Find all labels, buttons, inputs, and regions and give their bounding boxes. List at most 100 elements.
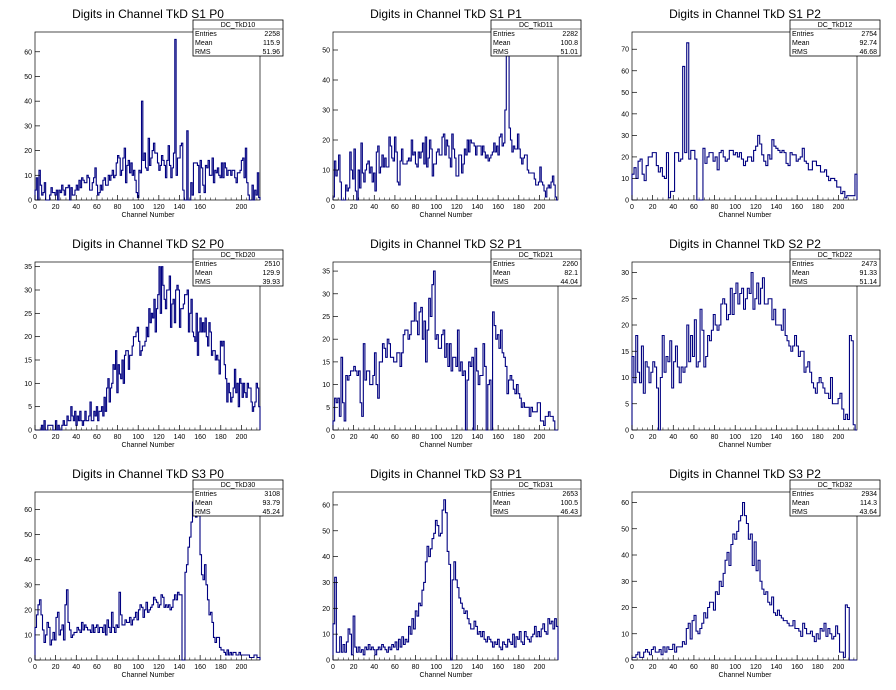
- chart-title: Digits in Channel TkD S3 P0: [72, 467, 224, 481]
- stats-label-mean: Mean: [792, 500, 810, 507]
- y-tick-label: 5: [625, 401, 629, 408]
- stats-value-rms: 51.14: [859, 279, 877, 286]
- y-tick-label: 50: [24, 532, 32, 539]
- chart-title: Digits in Channel TkD S3 P2: [669, 467, 821, 481]
- x-tick-label: 200: [534, 204, 546, 211]
- stats-value-mean: 92.74: [859, 40, 877, 47]
- stats-box: DC_TkD21 Entries 2260 Mean 82.1 RMS 44.04: [490, 249, 582, 287]
- x-tick-label: 140: [472, 204, 484, 211]
- x-tick-label: 140: [174, 204, 186, 211]
- stats-name: DC_TkD20: [221, 252, 256, 259]
- x-tick-label: 180: [215, 664, 227, 671]
- stats-box: DC_TkD30 Entries 3108 Mean 93.79 RMS 45.24: [192, 479, 284, 517]
- x-tick-label: 120: [750, 664, 762, 671]
- stats-value-entries: 2653: [562, 491, 578, 498]
- x-tick-label: 160: [791, 664, 803, 671]
- y-tick-label: 40: [24, 557, 32, 564]
- y-tick-label: 40: [621, 553, 629, 560]
- chart-title: Digits in Channel TkD S2 P0: [72, 237, 224, 251]
- y-tick-label: 40: [621, 111, 629, 118]
- x-tick-label: 20: [350, 664, 358, 671]
- y-tick-label: 25: [621, 296, 629, 303]
- y-tick-label: 10: [24, 381, 32, 388]
- histogram-series: [35, 266, 261, 431]
- stats-value-entries: 2934: [861, 491, 877, 498]
- y-tick-label: 30: [24, 582, 32, 589]
- x-tick-label: 120: [750, 204, 762, 211]
- y-tick-label: 15: [621, 349, 629, 356]
- x-axis-label: Channel Number: [122, 212, 176, 219]
- x-tick-label: 120: [451, 204, 463, 211]
- x-tick-label: 160: [492, 204, 504, 211]
- chart-title: Digits in Channel TkD S1 P2: [669, 7, 821, 21]
- y-tick-label: 20: [24, 607, 32, 614]
- y-tick-label: 60: [322, 502, 330, 509]
- y-tick-label: 0: [28, 198, 32, 205]
- chart-title: Digits in Channel TkD S2 P1: [370, 237, 522, 251]
- stats-value-entries: 2260: [562, 261, 578, 268]
- x-tick-label: 160: [194, 434, 206, 441]
- x-tick-label: 100: [132, 434, 144, 441]
- y-tick-label: 0: [28, 428, 32, 435]
- x-tick-label: 80: [711, 434, 719, 441]
- stats-box: DC_TkD11 Entries 2282 Mean 100.8 RMS 51.01: [490, 19, 582, 57]
- x-tick-label: 60: [391, 664, 399, 671]
- stats-label-rms: RMS: [493, 49, 509, 56]
- stats-value-mean: 82.1: [564, 270, 578, 277]
- plot-frame: [332, 261, 559, 431]
- y-tick-label: 10: [322, 168, 330, 175]
- histogram-panel: Digits in Channel TkD S3 P10 20 40 60 80 100 1…: [322, 467, 582, 679]
- y-tick-label: 30: [322, 291, 330, 298]
- stats-box-frame: [490, 249, 582, 287]
- y-tick-label: 0: [326, 428, 330, 435]
- stats-name: DC_TkD11: [519, 22, 553, 29]
- histogram-series: [631, 271, 857, 431]
- x-tick-label: 0: [33, 664, 37, 671]
- x-tick-label: 180: [513, 204, 525, 211]
- x-tick-label: 60: [391, 204, 399, 211]
- x-tick-label: 20: [649, 434, 657, 441]
- y-tick-label: 20: [621, 605, 629, 612]
- y-tick-label: 10: [322, 382, 330, 389]
- y-tick-label: 0: [625, 428, 629, 435]
- stats-name: DC_TkD21: [519, 252, 554, 259]
- x-axis-label: Channel Number: [719, 212, 773, 219]
- stats-name: DC_TkD32: [818, 482, 853, 489]
- x-tick-label: 60: [690, 434, 698, 441]
- x-tick-label: 120: [153, 434, 165, 441]
- x-axis-label: Channel Number: [719, 442, 773, 449]
- stats-box-frame: [490, 479, 582, 517]
- y-tick-label: 35: [24, 264, 32, 271]
- stats-box-frame: [490, 19, 582, 57]
- y-tick-label: 25: [24, 311, 32, 318]
- y-tick-label: 40: [24, 99, 32, 106]
- x-tick-label: 140: [771, 204, 783, 211]
- x-tick-label: 80: [412, 204, 420, 211]
- stats-value-mean: 114.3: [860, 500, 877, 507]
- y-tick-label: 30: [24, 288, 32, 295]
- x-tick-label: 200: [236, 434, 248, 441]
- x-tick-label: 100: [729, 664, 741, 671]
- x-tick-label: 100: [132, 664, 144, 671]
- stats-box: DC_TkD31 Entries 2653 Mean 100.5 RMS 46.43: [490, 479, 582, 517]
- stats-value-entries: 2473: [861, 261, 877, 268]
- stats-label-entries: Entries: [493, 261, 515, 268]
- y-tick-label: 50: [322, 48, 330, 55]
- x-tick-label: 80: [711, 664, 719, 671]
- stats-value-entries: 3108: [264, 491, 280, 498]
- x-tick-label: 120: [153, 204, 165, 211]
- x-tick-label: 80: [114, 664, 122, 671]
- x-tick-label: 0: [33, 434, 37, 441]
- y-tick-label: 20: [24, 334, 32, 341]
- x-tick-label: 200: [534, 664, 546, 671]
- y-tick-label: 30: [621, 133, 629, 140]
- x-tick-label: 80: [412, 434, 420, 441]
- y-tick-label: 60: [621, 68, 629, 75]
- stats-label-entries: Entries: [493, 491, 515, 498]
- y-tick-label: 30: [322, 108, 330, 115]
- x-tick-label: 20: [52, 204, 60, 211]
- x-tick-label: 140: [771, 664, 783, 671]
- plot-frame: [34, 31, 261, 201]
- y-tick-label: 60: [24, 507, 32, 514]
- y-tick-label: 10: [322, 632, 330, 639]
